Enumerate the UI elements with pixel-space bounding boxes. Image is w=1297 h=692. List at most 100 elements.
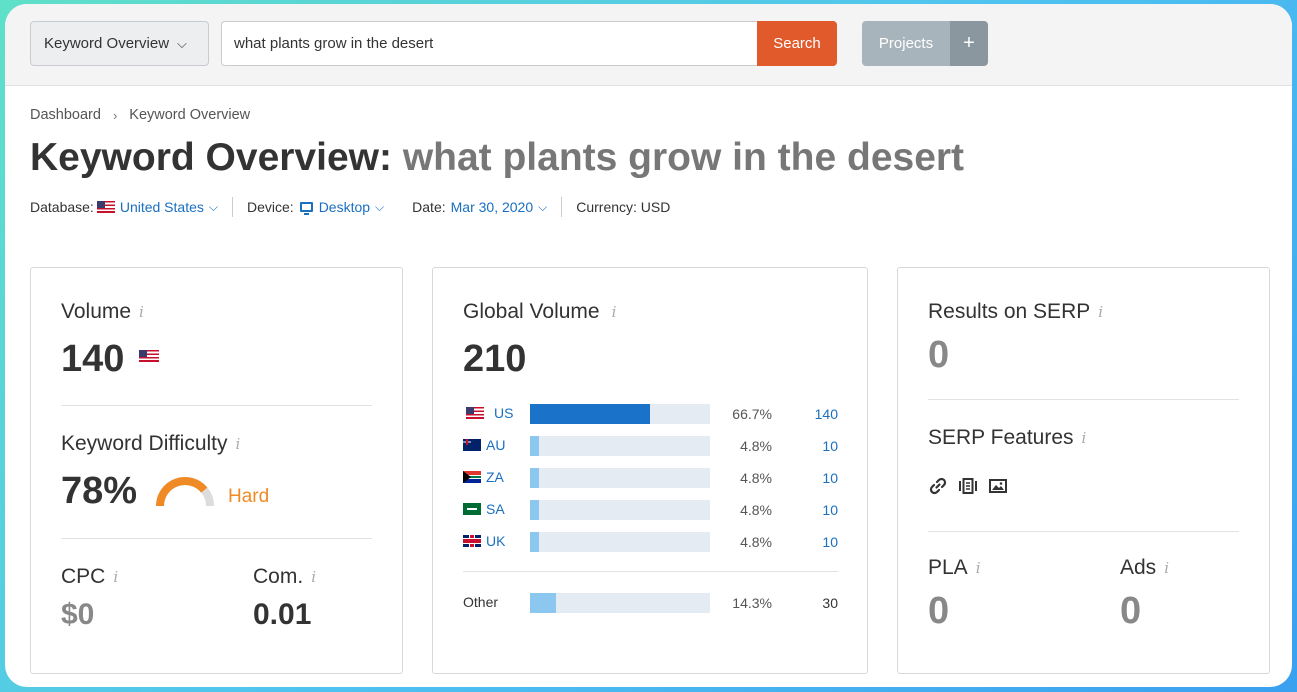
cpc-label-text: CPC bbox=[61, 565, 106, 588]
share-percent: 4.8% bbox=[740, 502, 772, 518]
country-row-us[interactable]: US 66.7% 140 bbox=[463, 404, 843, 424]
bar-fill bbox=[530, 500, 539, 520]
breadcrumb: Dashboard › Keyword Overview bbox=[30, 107, 250, 123]
country-name: ZA bbox=[463, 469, 504, 485]
kd-level: Hard bbox=[228, 486, 270, 507]
add-project-button[interactable]: + bbox=[950, 21, 988, 66]
device-select[interactable]: Desktop bbox=[318, 199, 371, 215]
share-percent: 4.8% bbox=[740, 534, 772, 550]
country-row-other: Other 14.3% 30 bbox=[463, 593, 843, 613]
divider bbox=[61, 538, 372, 539]
info-icon[interactable]: i bbox=[611, 303, 617, 321]
top-toolbar: Keyword Overview ⌵ what plants grow in t… bbox=[5, 4, 1292, 86]
link-icon[interactable] bbox=[928, 476, 948, 496]
tool-select[interactable]: Keyword Overview ⌵ bbox=[30, 21, 209, 66]
info-icon[interactable]: i bbox=[1164, 559, 1169, 577]
search-button[interactable]: Search bbox=[757, 21, 837, 66]
bar-track bbox=[530, 404, 710, 424]
volume-count: 30 bbox=[822, 595, 838, 611]
cpc-value: $0 bbox=[61, 598, 95, 631]
divider bbox=[561, 197, 563, 217]
country-name: AU bbox=[463, 437, 505, 453]
projects-button[interactable]: Projects bbox=[862, 21, 950, 66]
page-title-keyword: what plants grow in the desert bbox=[402, 136, 965, 179]
ads-label: Ads i bbox=[1120, 556, 1169, 580]
share-percent: 14.3% bbox=[732, 595, 772, 611]
search-input[interactable]: what plants grow in the desert bbox=[221, 21, 757, 66]
chevron-down-icon[interactable]: ⌵ bbox=[208, 199, 218, 214]
currency-label: Currency: USD bbox=[576, 199, 671, 215]
pla-value: 0 bbox=[928, 590, 950, 632]
bar-fill bbox=[530, 436, 539, 456]
volume-count[interactable]: 10 bbox=[822, 534, 838, 550]
other-label: Other bbox=[463, 594, 499, 610]
pla-label: PLA i bbox=[928, 556, 981, 580]
breadcrumb-item-dashboard[interactable]: Dashboard bbox=[30, 107, 101, 123]
serp-features-label: SERP Features i bbox=[928, 426, 1086, 450]
info-icon[interactable]: i bbox=[113, 568, 119, 586]
info-icon[interactable]: i bbox=[139, 303, 144, 321]
carousel-icon[interactable] bbox=[958, 476, 978, 496]
country-code[interactable]: US bbox=[494, 405, 514, 421]
country-code[interactable]: SA bbox=[486, 501, 505, 517]
volume-count[interactable]: 10 bbox=[822, 470, 838, 486]
image-icon[interactable] bbox=[988, 476, 1008, 496]
us-flag-icon bbox=[138, 350, 159, 363]
country-code[interactable]: UK bbox=[486, 533, 506, 549]
divider bbox=[928, 399, 1239, 400]
database-select[interactable]: United States bbox=[119, 199, 204, 215]
info-icon[interactable]: i bbox=[311, 568, 316, 586]
bar-track bbox=[530, 500, 710, 520]
breadcrumb-item-current: Keyword Overview bbox=[129, 107, 251, 123]
info-icon[interactable]: i bbox=[235, 435, 241, 453]
com-value: 0.01 bbox=[253, 598, 312, 631]
volume-value: 140 bbox=[61, 338, 164, 381]
country-code[interactable]: AU bbox=[486, 437, 506, 453]
chevron-down-icon[interactable]: ⌵ bbox=[375, 199, 385, 214]
search-input-value: what plants grow in the desert bbox=[234, 35, 434, 52]
results-label-text: Results on SERP bbox=[928, 300, 1091, 323]
bar-fill bbox=[530, 404, 650, 424]
divider bbox=[463, 571, 838, 572]
date-label: Date: bbox=[412, 199, 446, 215]
divider bbox=[232, 197, 233, 217]
info-icon[interactable]: i bbox=[1098, 303, 1104, 321]
country-code[interactable]: ZA bbox=[486, 469, 504, 485]
divider bbox=[61, 405, 372, 406]
us-flag-icon bbox=[96, 201, 115, 213]
results-value: 0 bbox=[928, 334, 950, 376]
country-row-au[interactable]: AU 4.8% 10 bbox=[463, 436, 843, 456]
info-icon[interactable]: i bbox=[1081, 429, 1087, 447]
serp-features-label-text: SERP Features bbox=[928, 426, 1074, 449]
country-row-za[interactable]: ZA 4.8% 10 bbox=[463, 468, 843, 488]
volume-count[interactable]: 10 bbox=[822, 438, 838, 454]
kd-label-text: Keyword Difficulty bbox=[61, 432, 228, 455]
chevron-down-icon[interactable]: ⌵ bbox=[538, 199, 548, 214]
kd-value: 78% bbox=[61, 470, 138, 512]
share-percent: 66.7% bbox=[732, 406, 772, 422]
country-row-uk[interactable]: UK 4.8% 10 bbox=[463, 532, 843, 552]
country-row-sa[interactable]: SA 4.8% 10 bbox=[463, 500, 843, 520]
global-volume-value: 210 bbox=[463, 338, 527, 380]
volume-count[interactable]: 10 bbox=[822, 502, 838, 518]
volume-label: Volume i bbox=[61, 300, 144, 324]
device-label: Device: bbox=[247, 199, 294, 215]
gauge-fill bbox=[156, 477, 208, 507]
volume-count[interactable]: 140 bbox=[814, 406, 838, 422]
country-name: UK bbox=[463, 533, 505, 549]
bar-fill bbox=[530, 532, 539, 552]
divider bbox=[928, 531, 1239, 532]
bar-fill bbox=[530, 468, 539, 488]
info-icon[interactable]: i bbox=[975, 559, 981, 577]
bar-fill bbox=[530, 593, 556, 613]
chevron-right-icon: › bbox=[112, 107, 118, 123]
flag-sa-icon bbox=[463, 503, 481, 515]
page-title: Keyword Overview: what plants grow in th… bbox=[30, 136, 964, 180]
serp-feature-icons bbox=[928, 476, 1008, 496]
com-label: Com. i bbox=[253, 565, 316, 589]
filter-bar: Database: United States ⌵ Device: Deskto… bbox=[30, 197, 670, 217]
date-select[interactable]: Mar 30, 2020 bbox=[450, 199, 534, 215]
flag-us-icon bbox=[466, 407, 484, 419]
bar-track bbox=[530, 468, 710, 488]
serp-card: Results on SERP i 0 SERP Features i bbox=[897, 267, 1270, 674]
